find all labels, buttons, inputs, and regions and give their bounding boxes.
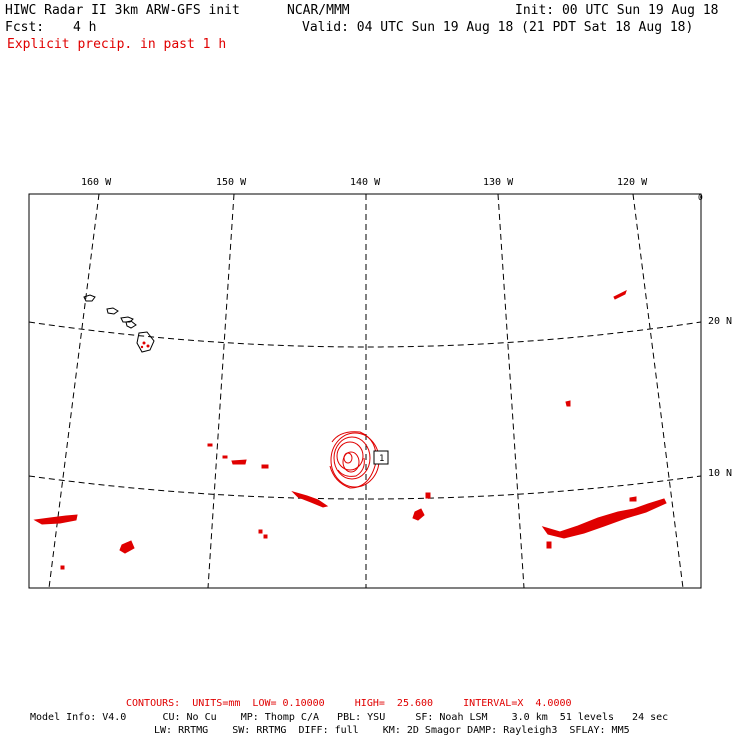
meridian-150w [207, 193, 235, 589]
corner-mark: 0 [698, 193, 703, 202]
lon-label-120w: 120 W [617, 177, 648, 188]
lat-label-10n: 10 N [708, 468, 733, 479]
parallel-10n [28, 475, 702, 500]
precip-cell-ne [613, 290, 627, 300]
lon-label-160w: 160 W [81, 177, 112, 188]
lat-label-20n: 20 N [708, 316, 733, 327]
hawaii-precip [140, 341, 150, 349]
lon-label-140w: 140 W [350, 177, 381, 188]
precip-cell-s2 [263, 534, 268, 539]
island-molokai [120, 316, 134, 323]
precip-band-central [291, 490, 329, 508]
map-frame [28, 193, 702, 589]
valid-time: Valid: 04 UTC Sun 19 Aug 18 (21 PDT Sat … [302, 20, 694, 35]
model-info-line2: LW: RRTMG SW: RRTMG DIFF: full KM: 2D Sm… [154, 725, 630, 736]
meridian-130w [497, 193, 525, 589]
island-kauai [83, 294, 96, 302]
precip-cell-se1 [546, 541, 552, 549]
precip-band-se [541, 498, 667, 539]
model-info-line1: Model Info: V4.0 CU: No Cu MP: Thomp C/A… [30, 712, 669, 723]
precip-band-sw [33, 514, 78, 525]
precip-cell-w1 [207, 443, 213, 447]
plot-title: HIWC Radar II 3km ARW-GFS init [5, 3, 240, 18]
precip-cell-w3 [231, 459, 247, 465]
precip-cell-w4 [261, 464, 269, 469]
hurricane-precip [329, 431, 380, 489]
contour-info: CONTOURS: UNITS=mm LOW= 0.10000 HIGH= 25… [126, 698, 572, 709]
field-description: Explicit precip. in past 1 h [7, 37, 227, 52]
precip-cell-east [565, 400, 571, 407]
precip-cell-c1 [412, 508, 425, 521]
island-oahu [106, 307, 119, 315]
organization-label: NCAR/MMM [287, 3, 350, 18]
island-big-island [136, 331, 155, 353]
forecast-hour: 4 h [73, 20, 97, 35]
precip-cell-c2 [425, 492, 431, 499]
parallel-20n [28, 321, 702, 348]
storm-marker-box [373, 450, 389, 465]
meridian-160w [48, 193, 100, 589]
precip-cell-se2 [629, 496, 637, 502]
precip-cell-s1 [258, 529, 263, 534]
precip-cell-sw2 [60, 565, 65, 570]
storm-marker-label: 1 [379, 454, 384, 464]
precip-cell-w2 [222, 455, 228, 459]
meridian-120w [632, 193, 684, 589]
precip-cells [33, 290, 667, 570]
lon-label-150w: 150 W [216, 177, 247, 188]
lon-label-130w: 130 W [483, 177, 514, 188]
hawaiian-islands [83, 294, 155, 353]
forecast-label: Fcst: [5, 20, 45, 35]
init-time: Init: 00 UTC Sun 19 Aug 18 [515, 3, 719, 18]
island-maui [125, 320, 137, 329]
precip-cell-sw1 [119, 540, 135, 554]
